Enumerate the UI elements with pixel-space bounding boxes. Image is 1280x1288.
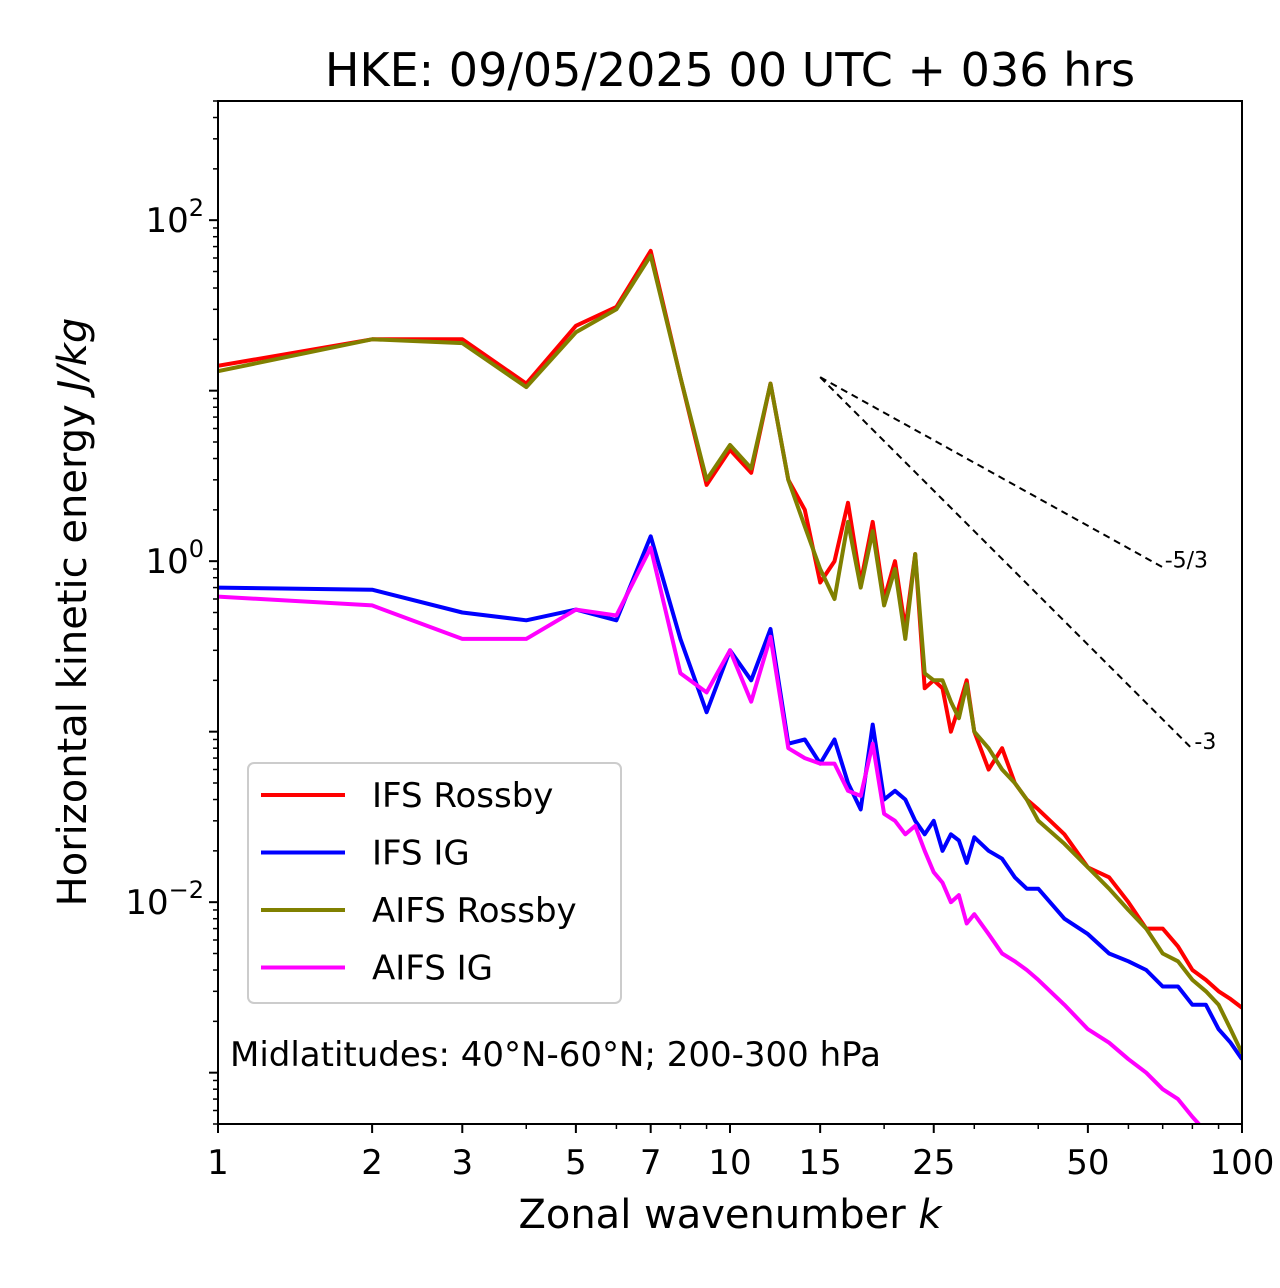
y-tick-label: 100 bbox=[145, 535, 204, 582]
series-line-aifs-rossby bbox=[218, 253, 1242, 1055]
legend-label: AIFS Rossby bbox=[372, 891, 577, 931]
x-tick-label: 1 bbox=[207, 1143, 229, 1183]
legend-label: IFS Rossby bbox=[372, 776, 553, 816]
x-tick-label: 2 bbox=[361, 1143, 383, 1183]
reference-line-label: -5/3 bbox=[1165, 548, 1208, 573]
y-axis-label-units: J/kg bbox=[50, 318, 96, 399]
legend-box bbox=[247, 762, 622, 1004]
series-line-aifs-ig bbox=[218, 545, 1202, 1124]
x-tick-label: 50 bbox=[1066, 1143, 1109, 1183]
reference-slope-labels: -5/3 -3 bbox=[1165, 548, 1217, 755]
x-tick-label: 15 bbox=[799, 1143, 842, 1183]
y-tick-label: 102 bbox=[145, 194, 204, 241]
x-tick-label: 10 bbox=[708, 1143, 751, 1183]
x-axis-ticks: 1 2 3 5 7 10 15 25 50 100 bbox=[207, 1124, 1274, 1183]
y-axis-ticks: 10−2 100 102 bbox=[125, 100, 218, 1125]
series-lines bbox=[218, 248, 1242, 1124]
x-tick-label: 5 bbox=[565, 1143, 587, 1183]
legend-label: AIFS IG bbox=[372, 949, 493, 989]
reference-line bbox=[819, 376, 1194, 750]
region-annotation: Midlatitudes: 40°N-60°N; 200-300 hPa bbox=[230, 1035, 881, 1075]
x-axis-label-symbol: k bbox=[918, 1192, 943, 1238]
x-tick-label: 3 bbox=[451, 1143, 473, 1183]
legend-label: IFS IG bbox=[372, 834, 470, 874]
x-tick-label: 25 bbox=[912, 1143, 955, 1183]
legend-entries: IFS Rossby IFS IG AIFS Rossby AIFS IG bbox=[261, 776, 577, 989]
reference-line bbox=[819, 376, 1164, 569]
x-axis-label-text: Zonal wavenumber bbox=[518, 1192, 906, 1238]
x-axis-label: Zonal wavenumber k bbox=[518, 1192, 943, 1238]
reference-slope-lines bbox=[819, 376, 1194, 750]
chart-title: HKE: 09/05/2025 00 UTC + 036 hrs bbox=[325, 43, 1135, 97]
y-axis-label: Horizontal kinetic energy J/kg bbox=[50, 318, 96, 907]
y-axis-label-text: Horizontal kinetic energy bbox=[50, 404, 96, 906]
legend: IFS Rossby IFS IG AIFS Rossby AIFS IG bbox=[247, 762, 622, 1004]
plot-frame bbox=[217, 100, 1243, 1125]
x-tick-label: 7 bbox=[640, 1143, 662, 1183]
y-tick-label: 10−2 bbox=[125, 876, 204, 923]
reference-line-label: -3 bbox=[1194, 730, 1216, 755]
x-tick-label: 100 bbox=[1210, 1143, 1275, 1183]
